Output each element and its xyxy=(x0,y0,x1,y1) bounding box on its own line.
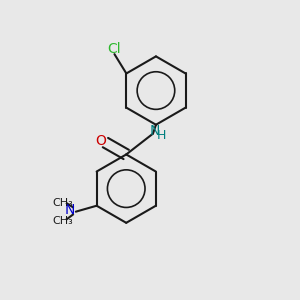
Text: Cl: Cl xyxy=(108,42,121,56)
Text: O: O xyxy=(95,134,106,148)
Text: N: N xyxy=(65,203,75,217)
Text: H: H xyxy=(157,129,166,142)
Text: CH₃: CH₃ xyxy=(52,216,73,226)
Text: N: N xyxy=(149,124,160,138)
Text: CH₃: CH₃ xyxy=(52,198,73,208)
